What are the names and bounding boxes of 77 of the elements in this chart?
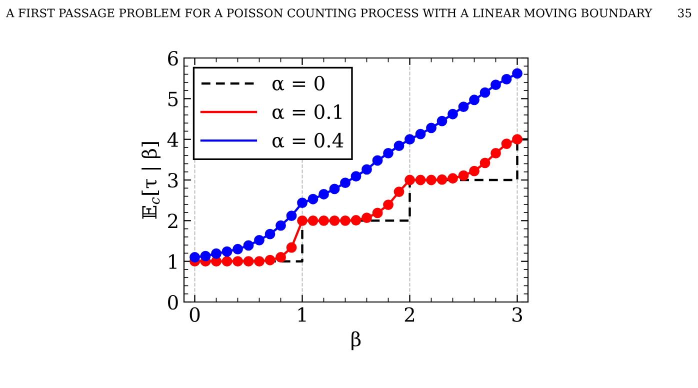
x-axis-title: β — [352, 331, 361, 350]
point — [318, 215, 329, 226]
point — [404, 174, 415, 186]
point — [211, 248, 222, 259]
x-tick-label: 3 — [512, 307, 522, 322]
point — [340, 215, 350, 226]
point — [501, 74, 512, 84]
point — [190, 252, 200, 262]
point — [222, 256, 232, 267]
point — [276, 220, 286, 231]
y-axis-title: 𝔼$_{c}$[τ | β] — [142, 142, 162, 219]
point — [297, 198, 308, 208]
point — [243, 256, 254, 267]
x-tick-label: 2 — [404, 307, 414, 322]
point — [232, 256, 243, 267]
point — [394, 140, 404, 152]
point — [448, 173, 458, 184]
point — [286, 210, 297, 221]
point — [501, 138, 512, 150]
point — [404, 134, 415, 145]
legend-label: α = 0.1 — [272, 104, 342, 120]
point — [383, 200, 394, 210]
point — [286, 242, 297, 253]
y-tick-label: 2 — [168, 214, 178, 228]
point — [372, 208, 383, 218]
point — [436, 174, 448, 185]
point — [469, 166, 480, 176]
point — [232, 244, 243, 254]
point — [254, 256, 264, 267]
point — [458, 170, 469, 181]
y-tick-label: 1 — [169, 254, 176, 269]
point — [200, 250, 211, 262]
point — [458, 102, 469, 112]
point — [264, 228, 276, 240]
point — [512, 134, 522, 145]
point — [426, 122, 436, 134]
point — [243, 240, 254, 251]
point — [372, 155, 383, 166]
point — [318, 189, 329, 200]
legend-label: α = 0 — [272, 76, 324, 91]
point — [469, 94, 480, 106]
text: 35 — [678, 8, 692, 18]
point — [383, 148, 394, 158]
point — [276, 252, 286, 262]
point — [490, 80, 501, 90]
point — [448, 108, 458, 120]
x-tick-label: 1 — [298, 307, 306, 322]
point — [512, 68, 522, 79]
point — [222, 246, 232, 257]
point — [350, 171, 362, 182]
point — [264, 254, 276, 266]
point — [297, 215, 308, 226]
point — [340, 178, 350, 188]
point — [415, 128, 426, 140]
y-tick-label: 5 — [168, 92, 178, 106]
point — [350, 215, 362, 226]
point — [308, 215, 318, 226]
legend-label: α = 0.4 — [272, 132, 344, 148]
y-tick-label: 4 — [167, 132, 178, 147]
point — [490, 148, 501, 158]
y-tick-label: 0 — [168, 294, 178, 310]
point — [329, 184, 340, 194]
point — [480, 158, 490, 168]
point — [436, 116, 448, 126]
point — [362, 164, 372, 175]
point — [329, 215, 340, 226]
point — [394, 186, 404, 197]
point — [480, 87, 490, 98]
point — [426, 174, 436, 186]
y-tick-label: 6 — [168, 50, 178, 66]
point — [415, 174, 426, 186]
point — [308, 194, 318, 204]
point — [362, 212, 372, 224]
point — [254, 234, 264, 246]
x-tick-label: 0 — [190, 307, 200, 322]
text: A FIRST PASSAGE PROBLEM FOR A POISSON COUNTING PROCESS WITH A LINEAR MOVING BOUNDARY — [6, 8, 652, 18]
y-tick-label: 3 — [168, 172, 178, 188]
